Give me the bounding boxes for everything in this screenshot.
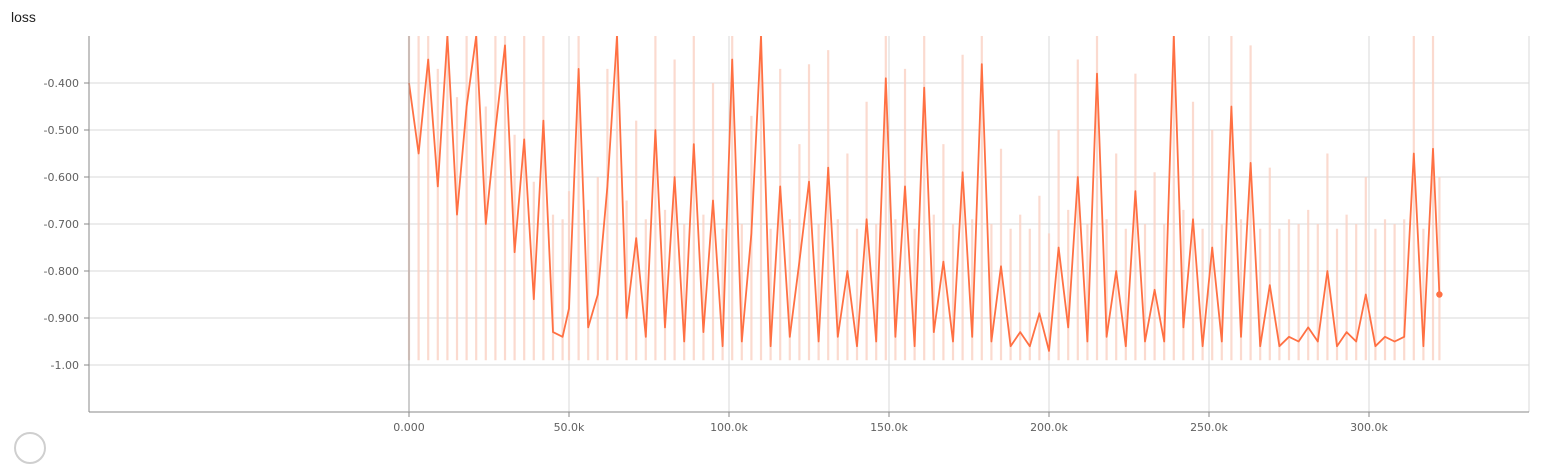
y-tick-label: -0.800 (44, 265, 79, 278)
y-tick-label: -0.700 (44, 218, 79, 231)
x-tick-label: 200.0k (1030, 421, 1068, 434)
smoothed-series-layer (408, 36, 1443, 352)
y-tick-label: -1.00 (51, 359, 79, 372)
x-tick-label: 150.0k (870, 421, 908, 434)
loss-chart: -0.400 -0.500 -0.600 -0.700 -0.800 -0.900 -1.0… (44, 36, 1530, 434)
axis-layer: -0.400 -0.500 -0.600 -0.700 -0.800 -0.900 -1.0… (44, 36, 1530, 434)
y-tick: -0.600 (44, 171, 79, 184)
x-tick-label: 50.0k (554, 421, 585, 434)
x-tick: 250.0k (1190, 421, 1228, 434)
x-tick: 150.0k (870, 421, 908, 434)
loss-line (408, 36, 1441, 352)
chart-title: loss (11, 9, 36, 25)
y-tick: -0.700 (44, 218, 79, 231)
x-tick: 300.0k (1350, 421, 1388, 434)
x-tick: 50.0k (554, 421, 585, 434)
y-tick-label: -0.600 (44, 171, 79, 184)
chart-control-icon[interactable] (14, 432, 46, 464)
y-tick: -0.900 (44, 312, 79, 325)
x-tick: 0.000 (393, 421, 425, 434)
last-point-marker (1436, 291, 1443, 298)
y-tick: -1.00 (51, 359, 79, 372)
y-tick: -0.400 (44, 77, 79, 90)
x-tick-label: 100.0k (710, 421, 748, 434)
raw-series-layer (407, 36, 1441, 361)
y-tick: -0.500 (44, 124, 79, 137)
y-tick-label: -0.400 (44, 77, 79, 90)
x-tick: 100.0k (710, 421, 748, 434)
y-tick-label: -0.500 (44, 124, 79, 137)
x-tick-label: 300.0k (1350, 421, 1388, 434)
x-tick: 200.0k (1030, 421, 1068, 434)
x-tick-label: 250.0k (1190, 421, 1228, 434)
x-tick-label: 0.000 (393, 421, 425, 434)
y-tick: -0.800 (44, 265, 79, 278)
y-tick-label: -0.900 (44, 312, 79, 325)
